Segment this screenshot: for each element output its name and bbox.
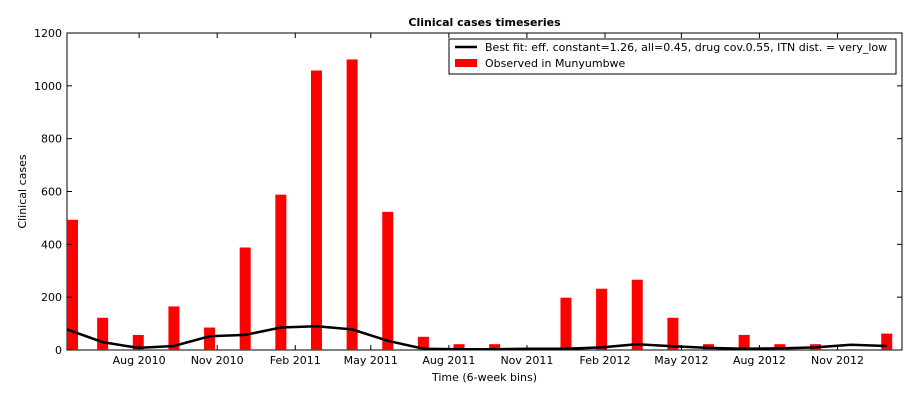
- plot-area-frame: [66, 32, 903, 351]
- x-tick-label: Nov 2011: [500, 354, 553, 367]
- y-tick-label: 0: [55, 344, 62, 357]
- x-tick-label: Nov 2010: [191, 354, 244, 367]
- observed-bar: [845, 349, 857, 350]
- observed-bar: [489, 344, 501, 350]
- observed-bar: [346, 59, 358, 351]
- x-tick-label: Feb 2012: [580, 354, 631, 367]
- observed-bar: [275, 194, 287, 350]
- y-tick-label: 1200: [34, 27, 62, 40]
- legend-box: [448, 38, 897, 75]
- observed-bar: [738, 334, 750, 350]
- y-tick-label: 1000: [34, 80, 62, 93]
- y-tick-label: 800: [41, 133, 62, 146]
- observed-bar: [560, 297, 572, 350]
- observed-bar: [382, 211, 394, 350]
- y-tick-label: 200: [41, 291, 62, 304]
- legend-observed-label: Observed in Munyumbwe: [485, 57, 626, 70]
- legend-fit-label: Best fit: eff. constant=1.26, all=0.45, …: [485, 41, 887, 54]
- chart-title: Clinical cases timeseries: [408, 16, 561, 29]
- x-axis-title: Time (6-week bins): [431, 371, 537, 384]
- x-tick-label: Nov 2012: [811, 354, 864, 367]
- legend-bar-swatch: [455, 59, 477, 67]
- observed-bar: [204, 327, 216, 350]
- observed-bar: [97, 317, 109, 350]
- y-tick-label: 400: [41, 238, 62, 251]
- y-axis-title: Clinical cases: [16, 154, 29, 228]
- legend: Best fit: eff. constant=1.26, all=0.45, …: [448, 38, 897, 75]
- observed-bar: [453, 344, 465, 350]
- best-fit-line: [66, 324, 887, 351]
- observed-bar: [881, 333, 893, 350]
- observed-bar: [774, 344, 786, 350]
- observed-bar: [239, 247, 251, 350]
- observed-bar: [310, 70, 322, 351]
- observed-bar: [631, 279, 643, 350]
- x-tick-label: May 2011: [344, 354, 398, 367]
- observed-bar: [417, 336, 429, 350]
- observed-bar: [132, 334, 144, 350]
- observed-bar: [67, 219, 78, 350]
- x-tick-label: Aug 2012: [733, 354, 786, 367]
- x-tick-label: May 2012: [654, 354, 708, 367]
- observed-bar: [667, 317, 679, 350]
- observed-bar: [168, 306, 180, 350]
- x-tick-label: Feb 2011: [270, 354, 321, 367]
- y-tick-label: 600: [41, 186, 62, 199]
- x-tick-label: Aug 2010: [113, 354, 166, 367]
- x-tick-label: Aug 2011: [422, 354, 475, 367]
- observed-bar: [596, 288, 608, 350]
